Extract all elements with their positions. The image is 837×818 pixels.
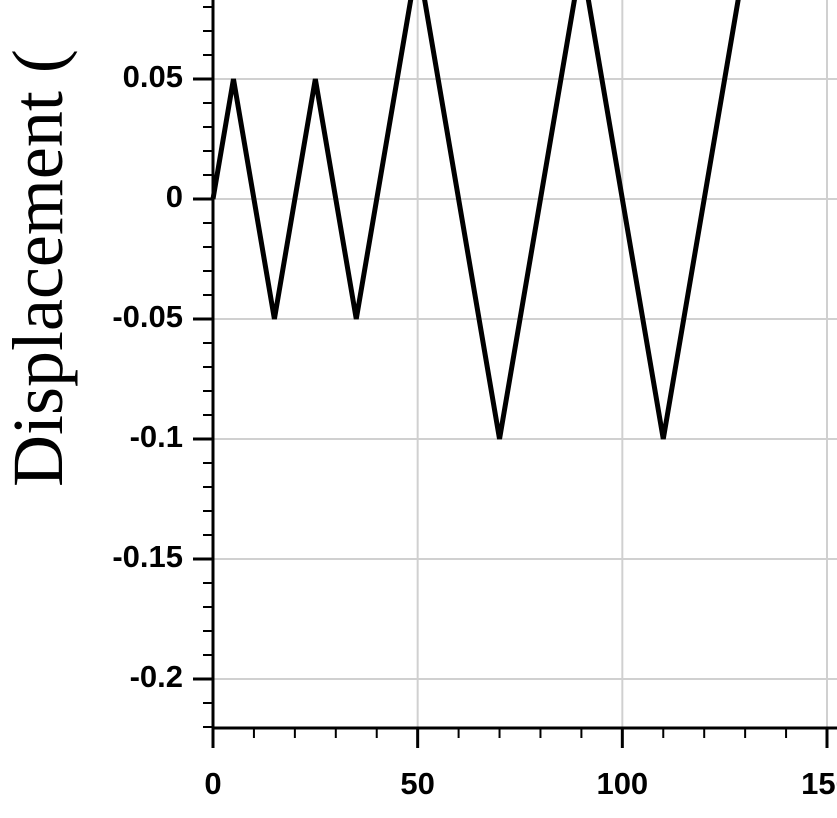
y-tick-label: -0.05: [112, 299, 183, 334]
x-tick-label: 100: [596, 766, 648, 801]
y-tick-label: -0.2: [130, 659, 183, 694]
y-axis-label: Displacement (: [0, 49, 78, 487]
data-line: [210, 0, 741, 440]
y-tick-label: -0.15: [112, 539, 183, 574]
y-tick-label: 0: [166, 179, 183, 214]
x-tick-label: 150: [801, 766, 837, 801]
y-tick-label: 0.05: [123, 59, 183, 94]
x-tick-label: 50: [400, 766, 434, 801]
x-tick-label: 0: [204, 766, 221, 801]
y-tick-label: -0.1: [130, 419, 183, 454]
